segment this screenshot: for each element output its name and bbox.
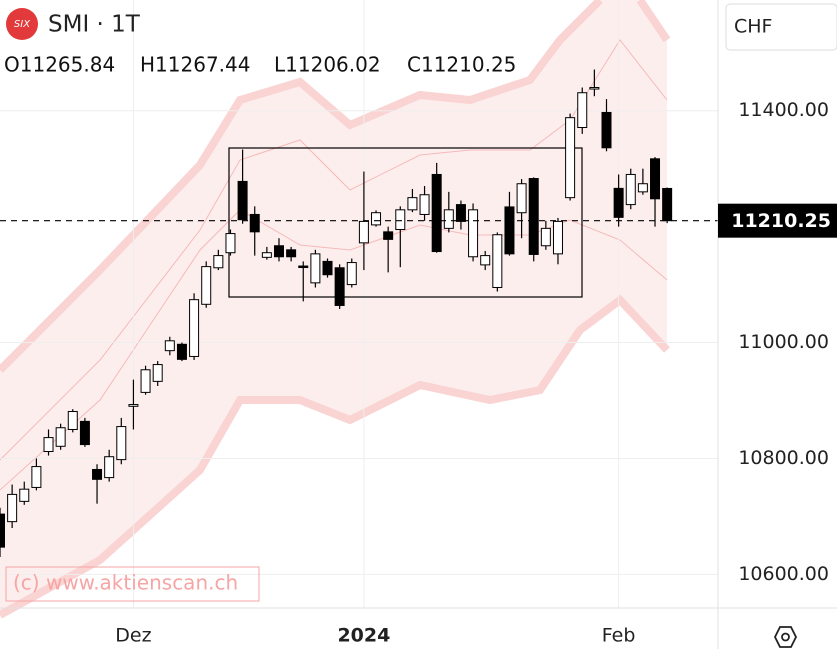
candle-body	[298, 265, 309, 269]
candle-body	[104, 456, 115, 479]
candle-body	[334, 267, 345, 306]
axes: 10600.00 10800.00 11000.00 11400.00 Dez 2024 F…	[115, 99, 837, 647]
candle-body	[273, 245, 284, 258]
candle-body	[225, 233, 236, 254]
bands	[0, 0, 671, 619]
watermark: (c) www.aktienscan.ch	[13, 571, 238, 595]
candle-body	[358, 220, 369, 244]
candle-body	[480, 255, 491, 266]
candle-body	[601, 111, 612, 149]
logo-text: SIX	[14, 19, 31, 30]
candles	[0, 69, 718, 557]
candle-body	[528, 178, 539, 255]
candle-body	[552, 220, 563, 255]
candle-body	[286, 249, 297, 258]
candle-body	[613, 187, 624, 218]
band-fill	[0, 0, 667, 615]
candle-body	[322, 260, 333, 276]
candle-body	[19, 488, 30, 502]
legend-high: H11267.44	[140, 53, 250, 77]
candle-body	[261, 252, 272, 258]
y-tick-label: 10600.00	[738, 563, 829, 585]
candle-body	[213, 255, 224, 269]
candle-body	[455, 204, 466, 222]
candle-body	[0, 513, 5, 548]
candle-body	[637, 183, 648, 193]
settings-icon[interactable]	[773, 626, 798, 648]
candle-body	[67, 411, 78, 430]
candle-body	[7, 493, 18, 523]
candle-body	[650, 158, 661, 200]
range-box	[228, 147, 583, 298]
candle-body	[625, 173, 636, 206]
candle-body	[419, 194, 430, 215]
settings-button[interactable]	[773, 626, 798, 648]
candle-body	[407, 197, 418, 211]
candle-body	[371, 212, 382, 226]
candle-body	[310, 253, 321, 284]
currency-select[interactable]	[725, 3, 837, 51]
candle-body	[79, 420, 90, 446]
candle-body	[128, 404, 139, 407]
logo	[6, 8, 38, 40]
candle-body	[589, 87, 600, 90]
candle-body	[116, 426, 127, 461]
settings-icon-center	[781, 632, 790, 642]
watermark-box	[5, 566, 260, 602]
y-tick-label: 11000.00	[738, 331, 829, 353]
x-tick-label: 2024	[337, 625, 390, 647]
candle-body	[164, 340, 175, 352]
candle-body	[249, 213, 260, 233]
chart-title: SMI · 1T	[48, 12, 141, 38]
candle-body	[31, 466, 42, 488]
last-price-box	[718, 203, 837, 238]
x-tick-label: Dez	[115, 625, 151, 647]
y-tick-label: 10800.00	[738, 447, 829, 469]
candle-body	[565, 117, 576, 199]
candle-body	[55, 427, 66, 447]
candle-body	[201, 266, 212, 305]
candle-body	[176, 343, 187, 360]
currency-label: CHF	[734, 16, 772, 38]
candle-body	[577, 92, 588, 129]
last-price-label: 11210.25	[731, 210, 831, 232]
legend-open: O11265.84	[4, 53, 115, 77]
x-tick-label: Feb	[602, 625, 636, 647]
candle-body	[443, 209, 454, 229]
y-tick-label: 11400.00	[738, 99, 829, 121]
candle-body	[516, 183, 527, 214]
candle-body	[383, 231, 394, 240]
candle-body	[492, 234, 503, 288]
legend-low: L11206.02	[274, 53, 381, 77]
candle-body	[43, 437, 54, 453]
candle-body	[92, 468, 103, 480]
candle-body	[540, 227, 551, 247]
candle-body	[395, 209, 406, 231]
candle-body	[189, 299, 200, 357]
band-lower	[0, 294, 670, 619]
legend-close: C11210.25	[407, 53, 516, 77]
candle-body	[140, 369, 151, 393]
candle-body	[468, 209, 479, 258]
candle-body	[504, 206, 515, 255]
band-upper	[0, 0, 671, 373]
ohlc-legend: O11265.84 H11267.44 L11206.02 C11210.25	[4, 53, 516, 77]
candle-body	[346, 262, 357, 286]
candle-body	[237, 180, 248, 221]
candle-body	[662, 187, 673, 222]
candle-body	[431, 173, 442, 253]
candle-body	[152, 364, 163, 382]
